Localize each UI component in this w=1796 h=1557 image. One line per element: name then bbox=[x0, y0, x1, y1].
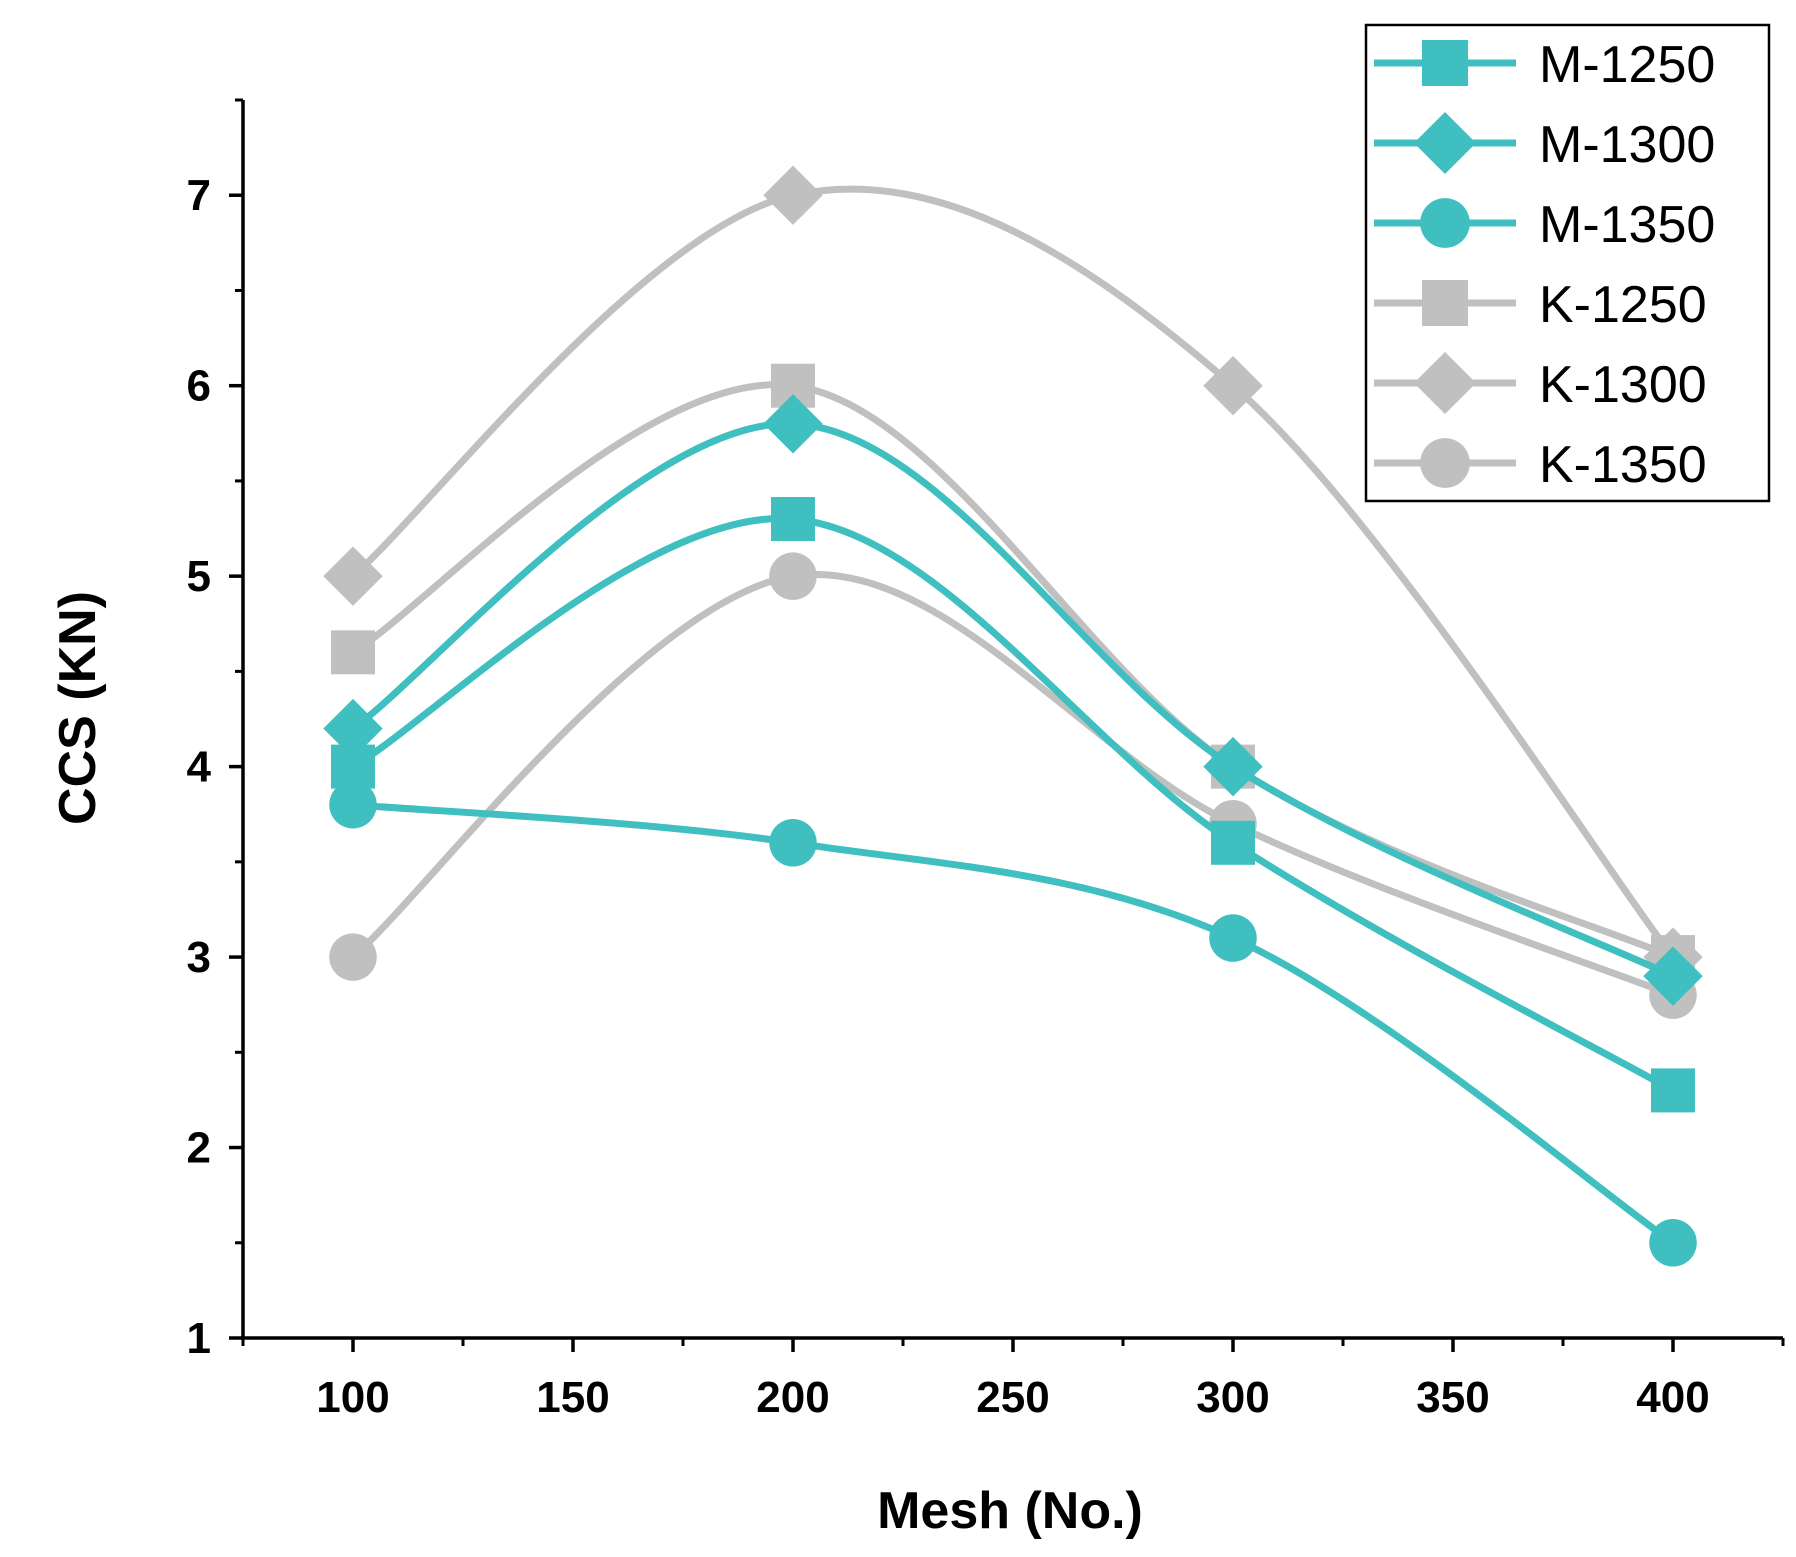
data-point-m-1300-100 bbox=[323, 698, 383, 759]
legend-entry-m-1250: M-1250 bbox=[1374, 36, 1715, 94]
legend-label-k-1250: K-1250 bbox=[1539, 276, 1707, 334]
x-tick-label: 250 bbox=[976, 1373, 1049, 1422]
x-tick-label: 100 bbox=[316, 1373, 389, 1422]
legend-label-m-1250: M-1250 bbox=[1539, 36, 1715, 94]
legend-entry-k-1350: K-1350 bbox=[1374, 436, 1707, 494]
legend: M-1250 M-1300 M-1350 K-1250 K-1300 K-1350 bbox=[1364, 23, 1771, 503]
series-line-k-1300 bbox=[349, 185, 1677, 961]
x-axis-title: Mesh (No.) bbox=[877, 1482, 1143, 1540]
series-layer bbox=[323, 165, 1703, 1267]
data-point-k-1300-100 bbox=[323, 546, 383, 606]
legend-marker-m-1350 bbox=[1420, 198, 1470, 248]
legend-marker-m-1250 bbox=[1422, 40, 1468, 86]
data-point-m-1250-200 bbox=[771, 497, 815, 542]
y-tick-label: 7 bbox=[187, 171, 211, 220]
legend-entry-m-1300: M-1300 bbox=[1374, 111, 1715, 175]
data-point-k-1250-100 bbox=[331, 630, 375, 675]
x-tick-label: 300 bbox=[1196, 1373, 1269, 1422]
y-tick-label: 3 bbox=[187, 933, 211, 982]
data-point-m-1250-400 bbox=[1651, 1068, 1695, 1113]
legend-marker-m-1300 bbox=[1413, 111, 1477, 175]
series-k-1300 bbox=[323, 165, 1703, 987]
data-point-m-1350-100 bbox=[329, 780, 377, 829]
data-point-m-1350-200 bbox=[769, 819, 817, 867]
series-m-1250 bbox=[331, 497, 1695, 1113]
x-tick-label: 200 bbox=[756, 1373, 829, 1422]
data-point-k-1300-300 bbox=[1203, 355, 1263, 416]
series-line-m-1350 bbox=[349, 801, 1677, 1247]
series-line-k-1350 bbox=[349, 571, 1677, 999]
x-tick-label: 150 bbox=[536, 1373, 609, 1422]
data-point-m-1350-400 bbox=[1649, 1219, 1697, 1267]
x-tick-label: 400 bbox=[1636, 1373, 1709, 1422]
y-tick-label: 4 bbox=[187, 743, 212, 792]
series-m-1350 bbox=[329, 780, 1697, 1267]
legend-entry-k-1250: K-1250 bbox=[1374, 276, 1707, 334]
y-tick-label: 2 bbox=[187, 1124, 211, 1173]
y-tick-label: 5 bbox=[187, 552, 211, 601]
data-point-k-1350-200 bbox=[769, 552, 817, 600]
y-tick-label: 6 bbox=[187, 362, 211, 411]
data-point-m-1300-400 bbox=[1643, 946, 1703, 1006]
legend-label-k-1350: K-1350 bbox=[1539, 436, 1707, 494]
legend-marker-k-1300 bbox=[1413, 351, 1477, 415]
series-line-m-1300 bbox=[349, 420, 1677, 980]
data-point-k-1350-100 bbox=[329, 933, 377, 981]
data-point-m-1250-300 bbox=[1211, 820, 1255, 865]
legend-label-k-1300: K-1300 bbox=[1539, 356, 1707, 414]
x-tick-label: 350 bbox=[1416, 1373, 1489, 1422]
data-point-m-1350-300 bbox=[1209, 914, 1257, 962]
legend-label-m-1300: M-1300 bbox=[1539, 116, 1715, 174]
legend-entry-m-1350: M-1350 bbox=[1374, 196, 1715, 254]
axes-layer: 1 2 3 4 5 6 7 100 150 200 250 300 350 400 bbox=[187, 98, 1785, 1422]
series-line-k-1250 bbox=[349, 381, 1677, 961]
y-tick-label: 1 bbox=[187, 1314, 211, 1363]
legend-marker-k-1250 bbox=[1422, 280, 1468, 326]
data-point-m-1300-200 bbox=[763, 394, 823, 454]
legend-label-m-1350: M-1350 bbox=[1539, 196, 1715, 254]
series-m-1300 bbox=[323, 394, 1703, 1006]
series-line-m-1250 bbox=[349, 515, 1677, 1094]
legend-box bbox=[1364, 23, 1771, 503]
legend-marker-k-1350 bbox=[1420, 438, 1470, 488]
data-point-m-1300-300 bbox=[1203, 736, 1263, 797]
series-k-1350 bbox=[329, 552, 1697, 1019]
data-point-k-1300-200 bbox=[763, 165, 823, 225]
legend-entry-k-1300: K-1300 bbox=[1374, 351, 1707, 415]
y-axis-title: CCS (KN) bbox=[49, 591, 107, 825]
